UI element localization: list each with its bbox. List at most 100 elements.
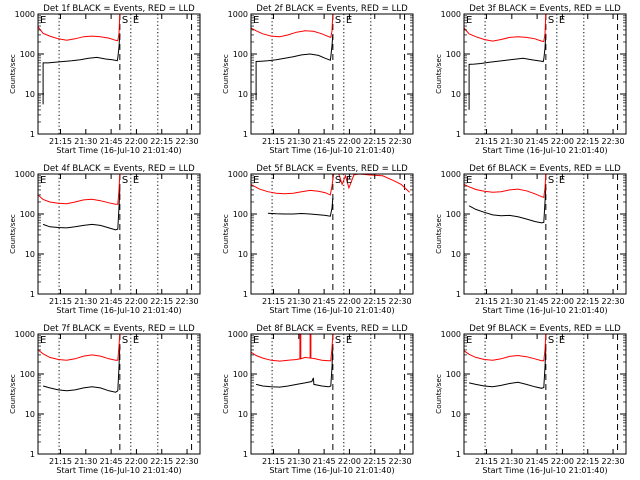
x-axis-label: Start Time (16-Jul-10 21:01:40) bbox=[269, 146, 394, 155]
series-line-events bbox=[42, 189, 121, 231]
y-tick-label: 1000 bbox=[441, 170, 461, 179]
y-axis-label: Counts/sec bbox=[8, 214, 17, 254]
y-tick-label: 1000 bbox=[228, 330, 248, 339]
series-line-events bbox=[468, 33, 547, 110]
x-tick-label: 22:30 bbox=[389, 297, 412, 306]
marker-s: S bbox=[335, 15, 341, 26]
plot-frame bbox=[37, 333, 201, 455]
x-tick-label: 22:30 bbox=[602, 457, 625, 466]
x-tick-label: 21:30 bbox=[74, 137, 97, 146]
marker-e-left: E bbox=[466, 15, 472, 26]
marker-e-left: E bbox=[253, 15, 259, 26]
y-tick-label: 100 bbox=[233, 50, 248, 59]
y-axis-label: Counts/sec bbox=[221, 374, 230, 414]
x-tick-label: 21:15 bbox=[475, 297, 498, 306]
panel-title: Det 4f BLACK = Events, RED = LLD bbox=[43, 164, 195, 174]
panel-det-2: Det 2f BLACK = Events, RED = LLD 1 10 100 10… bbox=[221, 4, 414, 155]
plot-frame bbox=[463, 333, 627, 455]
y-axis-label: Counts/sec bbox=[8, 374, 17, 414]
y-tick-label: 1000 bbox=[228, 10, 248, 19]
panel-det-4: Det 4f BLACK = Events, RED = LLD 1 10 100 10… bbox=[8, 164, 201, 315]
panel-title: Det 6f BLACK = Events, RED = LLD bbox=[469, 164, 621, 174]
x-tick-label: 22:00 bbox=[551, 137, 574, 146]
x-axis-label: Start Time (16-Jul-10 21:01:40) bbox=[56, 306, 181, 315]
y-tick-label: 100 bbox=[446, 50, 461, 59]
x-tick-label: 22:15 bbox=[576, 137, 599, 146]
series-line-events bbox=[468, 349, 547, 389]
y-tick-label: 100 bbox=[233, 210, 248, 219]
x-tick-label: 21:15 bbox=[49, 297, 72, 306]
x-tick-label: 21:45 bbox=[100, 297, 123, 306]
y-tick-label: 100 bbox=[20, 210, 35, 219]
series-line-lld bbox=[37, 173, 121, 205]
marker-e: E bbox=[346, 175, 352, 186]
series-line-lld bbox=[250, 333, 334, 362]
y-axis-label: Counts/sec bbox=[8, 54, 17, 94]
x-tick-label: 21:45 bbox=[526, 297, 549, 306]
x-tick-label: 21:15 bbox=[262, 457, 285, 466]
marker-e: E bbox=[133, 335, 139, 346]
x-axis-label: Start Time (16-Jul-10 21:01:40) bbox=[56, 146, 181, 155]
marker-e: E bbox=[559, 15, 565, 26]
x-tick-label: 22:15 bbox=[150, 297, 173, 306]
panel-title: Det 5f BLACK = Events, RED = LLD bbox=[256, 164, 408, 174]
series-line-lld bbox=[37, 333, 121, 361]
marker-e: E bbox=[559, 175, 565, 186]
x-tick-label: 21:30 bbox=[500, 137, 523, 146]
series-line-events bbox=[42, 33, 121, 105]
x-tick-label: 21:15 bbox=[475, 457, 498, 466]
panel-title: Det 3f BLACK = Events, RED = LLD bbox=[469, 4, 621, 14]
x-tick-label: 22:00 bbox=[125, 137, 148, 146]
marker-s: S bbox=[335, 335, 341, 346]
x-tick-label: 21:15 bbox=[262, 137, 285, 146]
marker-e: E bbox=[346, 335, 352, 346]
marker-e-left: E bbox=[40, 15, 46, 26]
y-axis-label: Counts/sec bbox=[434, 214, 443, 254]
x-tick-label: 21:15 bbox=[475, 137, 498, 146]
y-tick-label: 1 bbox=[456, 450, 461, 459]
x-tick-label: 22:00 bbox=[551, 297, 574, 306]
x-tick-label: 22:30 bbox=[176, 137, 199, 146]
x-tick-label: 21:45 bbox=[313, 137, 336, 146]
marker-e: E bbox=[559, 335, 565, 346]
plot-frame bbox=[250, 173, 414, 295]
y-axis-label: Counts/sec bbox=[221, 54, 230, 94]
panel-det-7: Det 7f BLACK = Events, RED = LLD 1 10 100 10… bbox=[8, 324, 201, 475]
y-tick-label: 1000 bbox=[15, 330, 35, 339]
marker-s: S bbox=[122, 335, 128, 346]
x-tick-label: 22:00 bbox=[338, 297, 361, 306]
x-tick-label: 21:45 bbox=[526, 457, 549, 466]
x-tick-label: 21:15 bbox=[49, 137, 72, 146]
x-axis-label: Start Time (16-Jul-10 21:01:40) bbox=[269, 306, 394, 315]
panel-det-6: Det 6f BLACK = Events, RED = LLD 1 10 100 10… bbox=[434, 164, 627, 315]
x-tick-label: 21:30 bbox=[74, 457, 97, 466]
panel-det-1: Det 1f BLACK = Events, RED = LLD 1 10 100 10… bbox=[8, 4, 201, 155]
x-tick-label: 21:45 bbox=[100, 457, 123, 466]
x-tick-label: 21:30 bbox=[287, 457, 310, 466]
marker-e-left: E bbox=[466, 335, 472, 346]
x-tick-label: 22:30 bbox=[176, 297, 199, 306]
x-tick-label: 22:00 bbox=[338, 457, 361, 466]
y-tick-label: 1000 bbox=[228, 170, 248, 179]
x-tick-label: 22:15 bbox=[150, 457, 173, 466]
y-tick-label: 1000 bbox=[15, 170, 35, 179]
y-tick-label: 1000 bbox=[441, 10, 461, 19]
plot-frame bbox=[37, 173, 201, 295]
series-line-events bbox=[42, 345, 121, 393]
series-line-events bbox=[255, 34, 334, 101]
x-tick-label: 22:15 bbox=[363, 297, 386, 306]
x-tick-label: 22:15 bbox=[576, 297, 599, 306]
y-tick-label: 1 bbox=[243, 130, 248, 139]
y-tick-label: 100 bbox=[233, 370, 248, 379]
panel-det-8: Det 8f BLACK = Events, RED = LLD 1 10 100 10… bbox=[221, 324, 414, 475]
x-tick-label: 22:30 bbox=[389, 137, 412, 146]
marker-s: S bbox=[122, 175, 128, 186]
marker-e-left: E bbox=[40, 175, 46, 186]
x-tick-label: 21:15 bbox=[262, 297, 285, 306]
x-axis-label: Start Time (16-Jul-10 21:01:40) bbox=[269, 466, 394, 475]
marker-e: E bbox=[346, 15, 352, 26]
series-line-lld bbox=[463, 13, 547, 43]
x-tick-label: 22:15 bbox=[150, 137, 173, 146]
x-tick-label: 22:30 bbox=[389, 457, 412, 466]
x-tick-label: 22:30 bbox=[602, 137, 625, 146]
